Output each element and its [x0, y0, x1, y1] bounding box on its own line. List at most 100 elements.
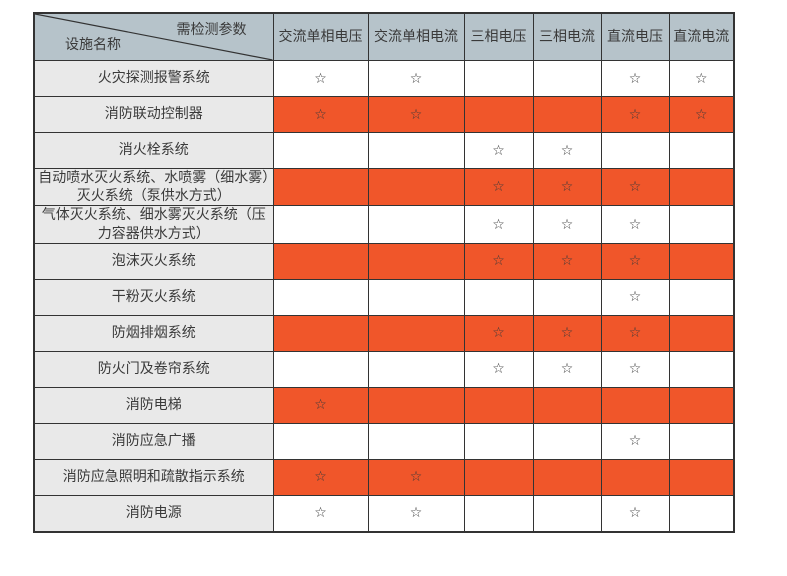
row-label: 干粉灭火系统	[33, 278, 274, 316]
empty-cell	[532, 458, 602, 496]
empty-cell	[668, 167, 735, 207]
empty-cell	[272, 205, 369, 244]
empty-cell	[532, 278, 602, 316]
column-header-4: 三相电流	[532, 12, 602, 61]
empty-cell	[668, 422, 735, 460]
table-row: 气体灭火系统、细水雾灭火系统（压力容器供水方式） ☆ ☆ ☆	[33, 205, 735, 244]
star-cell: ☆	[600, 205, 670, 244]
row-label: 消防电源	[33, 494, 274, 533]
table-row: 消防应急照明和疏散指示系统 ☆ ☆	[33, 458, 735, 496]
empty-cell	[463, 278, 534, 316]
empty-cell	[272, 350, 369, 388]
star-cell: ☆	[532, 132, 602, 169]
empty-cell	[367, 167, 465, 207]
empty-cell	[367, 278, 465, 316]
column-header-5: 直流电压	[600, 12, 670, 61]
star-cell: ☆	[272, 386, 369, 424]
star-cell: ☆	[272, 494, 369, 533]
star-cell: ☆	[600, 96, 670, 133]
star-cell: ☆	[463, 167, 534, 207]
corner-header-cell: 需检测参数 设施名称	[33, 12, 274, 61]
table-row: 消防联动控制器 ☆ ☆ ☆ ☆	[33, 96, 735, 133]
corner-param-label: 需检测参数	[176, 22, 247, 38]
table-row: 泡沫灭火系统 ☆ ☆ ☆	[33, 242, 735, 280]
star-cell: ☆	[463, 205, 534, 244]
row-label: 消防联动控制器	[33, 96, 274, 133]
star-cell: ☆	[532, 314, 602, 352]
column-header-1: 交流单相电压	[272, 12, 369, 61]
star-cell: ☆	[272, 96, 369, 133]
empty-cell	[668, 494, 735, 533]
row-label: 消防电梯	[33, 386, 274, 424]
star-cell: ☆	[367, 60, 465, 97]
empty-cell	[668, 314, 735, 352]
empty-cell	[668, 132, 735, 169]
star-cell: ☆	[600, 350, 670, 388]
empty-cell	[272, 278, 369, 316]
empty-cell	[600, 386, 670, 424]
star-cell: ☆	[367, 494, 465, 533]
table-row: 干粉灭火系统 ☆	[33, 278, 735, 316]
empty-cell	[463, 96, 534, 133]
empty-cell	[463, 422, 534, 460]
empty-cell	[272, 314, 369, 352]
empty-cell	[668, 205, 735, 244]
star-cell: ☆	[532, 205, 602, 244]
star-cell: ☆	[463, 314, 534, 352]
star-cell: ☆	[463, 242, 534, 280]
empty-cell	[600, 458, 670, 496]
row-label: 消防应急广播	[33, 422, 274, 460]
star-cell: ☆	[600, 422, 670, 460]
column-header-2: 交流单相电流	[367, 12, 465, 61]
table-row: 自动喷水灭火系统、水喷雾（细水雾）灭火系统（泵供水方式） ☆ ☆ ☆	[33, 167, 735, 207]
empty-cell	[668, 350, 735, 388]
star-cell: ☆	[600, 242, 670, 280]
table-row: 消防应急广播 ☆	[33, 422, 735, 460]
empty-cell	[272, 242, 369, 280]
empty-cell	[367, 422, 465, 460]
star-cell: ☆	[463, 132, 534, 169]
empty-cell	[272, 132, 369, 169]
empty-cell	[532, 96, 602, 133]
star-cell: ☆	[600, 167, 670, 207]
table-row: 消防电梯 ☆	[33, 386, 735, 424]
column-header-3: 三相电压	[463, 12, 534, 61]
table-row: 火灾探测报警系统 ☆ ☆ ☆ ☆	[33, 60, 735, 97]
empty-cell	[367, 350, 465, 388]
star-cell: ☆	[367, 458, 465, 496]
star-cell: ☆	[272, 60, 369, 97]
empty-cell	[532, 422, 602, 460]
empty-cell	[668, 386, 735, 424]
diagonal-divider-line	[35, 14, 273, 60]
empty-cell	[668, 242, 735, 280]
empty-cell	[532, 494, 602, 533]
empty-cell	[668, 458, 735, 496]
row-label: 消火栓系统	[33, 132, 274, 169]
empty-cell	[463, 386, 534, 424]
row-label: 泡沫灭火系统	[33, 242, 274, 280]
empty-cell	[367, 132, 465, 169]
empty-cell	[600, 132, 670, 169]
row-label: 火灾探测报警系统	[33, 60, 274, 97]
empty-cell	[272, 167, 369, 207]
row-label: 防火门及卷帘系统	[33, 350, 274, 388]
table-row: 防火门及卷帘系统 ☆ ☆ ☆	[33, 350, 735, 388]
empty-cell	[463, 494, 534, 533]
table-row: 消火栓系统 ☆ ☆	[33, 132, 735, 169]
column-header-6: 直流电流	[668, 12, 735, 61]
row-label: 消防应急照明和疏散指示系统	[33, 458, 274, 496]
star-cell: ☆	[272, 458, 369, 496]
star-cell: ☆	[463, 350, 534, 388]
table-row: 消防电源 ☆ ☆ ☆	[33, 494, 735, 533]
empty-cell	[367, 242, 465, 280]
corner-device-label: 设施名称	[65, 37, 121, 53]
star-cell: ☆	[600, 494, 670, 533]
empty-cell	[463, 458, 534, 496]
star-cell: ☆	[532, 242, 602, 280]
table-row: 防烟排烟系统 ☆ ☆ ☆	[33, 314, 735, 352]
empty-cell	[532, 386, 602, 424]
star-cell: ☆	[532, 350, 602, 388]
star-cell: ☆	[367, 96, 465, 133]
header-row: 需检测参数 设施名称 交流单相电压 交流单相电流 三相电压 三相电流 直流电压 直流电流	[33, 12, 735, 61]
